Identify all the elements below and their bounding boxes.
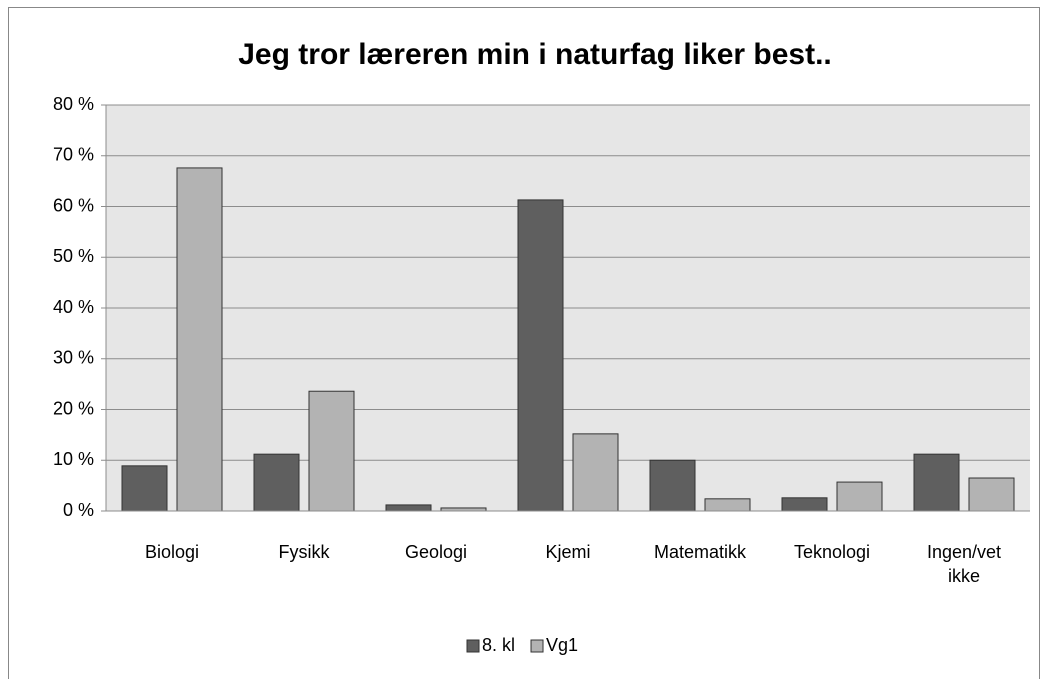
y-tick-label: 30 %: [53, 348, 94, 368]
x-tick-label: Teknologi: [793, 542, 871, 562]
bar: [836, 481, 883, 512]
legend-swatch: [466, 639, 480, 653]
legend-swatch: [530, 639, 544, 653]
y-tick-label: 50 %: [53, 246, 94, 266]
x-tick-label: Kjemi: [545, 542, 591, 562]
legend-label: Vg1: [546, 635, 578, 655]
bar: [913, 453, 960, 512]
y-tick-label: 10 %: [53, 449, 94, 469]
y-tick-label: 0 %: [63, 500, 94, 520]
y-tick-label: 20 %: [53, 398, 94, 418]
x-tick-label: Ingen/vet ikke: [926, 542, 1002, 586]
bar: [649, 459, 696, 512]
bar: [781, 497, 828, 512]
bar: [385, 504, 432, 512]
bar: [308, 390, 355, 512]
bar: [968, 477, 1015, 512]
x-tick-label: Fysikk: [278, 542, 330, 562]
bar: [704, 498, 751, 512]
bar: [176, 167, 223, 512]
y-tick-label: 60 %: [53, 195, 94, 215]
chart-title: Jeg tror læreren min i naturfag liker be…: [238, 38, 832, 71]
y-tick-label: 40 %: [53, 297, 94, 317]
x-tick-label: Geologi: [404, 542, 468, 562]
bar: [572, 433, 619, 512]
x-tick-label: Matematikk: [653, 542, 747, 562]
bar: [517, 199, 564, 512]
bar: [121, 465, 168, 512]
y-tick-label: 70 %: [53, 145, 94, 165]
x-tick-label: Biologi: [144, 542, 200, 562]
y-tick-label: 80 %: [53, 94, 94, 114]
legend-label: 8. kl: [482, 635, 515, 655]
bar: [253, 453, 300, 512]
